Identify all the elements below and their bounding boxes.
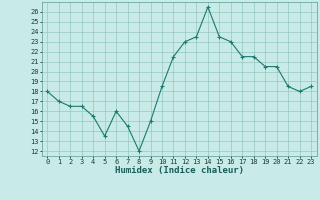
X-axis label: Humidex (Indice chaleur): Humidex (Indice chaleur) bbox=[115, 166, 244, 175]
